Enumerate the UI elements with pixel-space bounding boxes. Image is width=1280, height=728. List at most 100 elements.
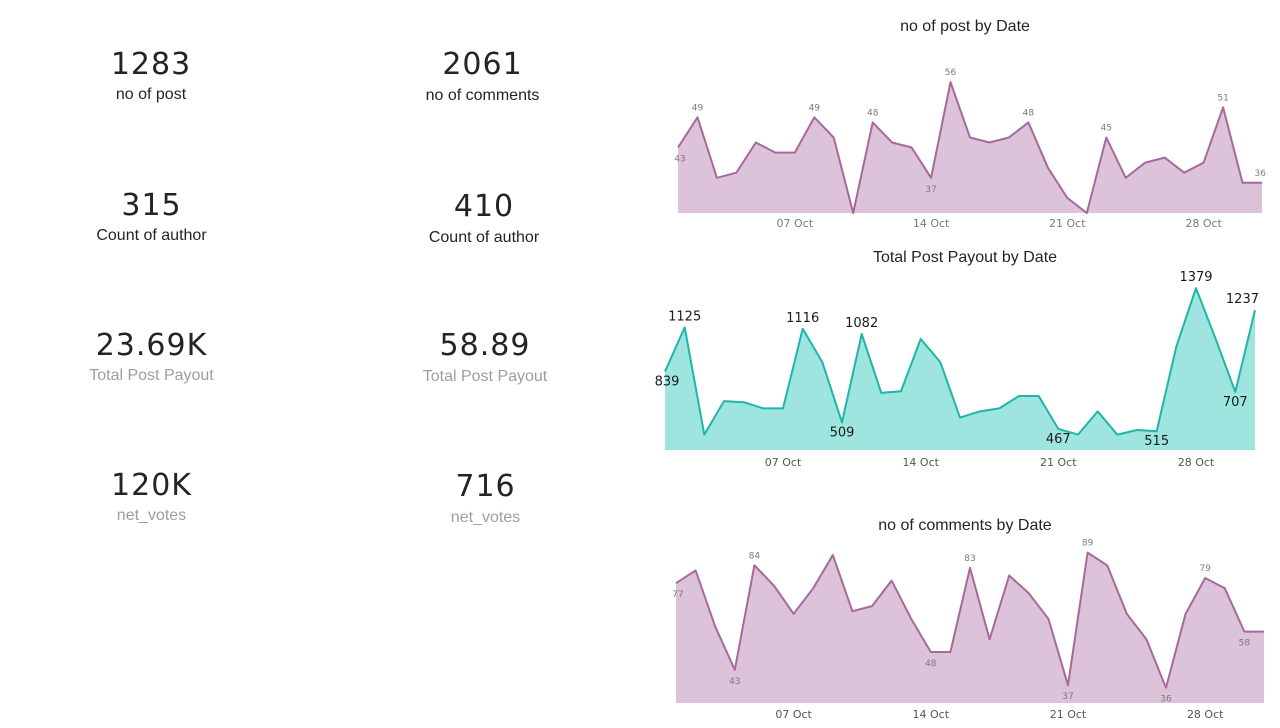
data-point[interactable] <box>1193 285 1199 291</box>
data-point[interactable] <box>1085 550 1091 556</box>
data-label: 1082 <box>845 316 878 331</box>
data-point[interactable] <box>1143 636 1149 642</box>
data-point[interactable] <box>753 140 759 146</box>
data-label: 58 <box>1239 639 1251 649</box>
data-point[interactable] <box>977 408 983 414</box>
data-point[interactable] <box>869 603 875 609</box>
data-point[interactable] <box>928 175 934 181</box>
data-point[interactable] <box>830 552 836 558</box>
data-point[interactable] <box>1183 611 1189 617</box>
data-point[interactable] <box>1104 562 1110 568</box>
data-point[interactable] <box>1240 180 1246 186</box>
data-point[interactable] <box>987 140 993 146</box>
data-point[interactable] <box>889 578 895 584</box>
data-point[interactable] <box>1045 616 1051 622</box>
data-point[interactable] <box>1261 629 1267 635</box>
data-point[interactable] <box>682 324 688 330</box>
data-point[interactable] <box>780 405 786 411</box>
data-point[interactable] <box>1036 393 1042 399</box>
data-point[interactable] <box>1222 585 1228 591</box>
data-point[interactable] <box>1123 175 1129 181</box>
data-point[interactable] <box>732 667 738 673</box>
data-point[interactable] <box>850 210 856 216</box>
data-point[interactable] <box>957 415 963 421</box>
area-fill <box>678 82 1262 213</box>
data-label: 89 <box>1082 539 1094 549</box>
data-point[interactable] <box>760 405 766 411</box>
data-point[interactable] <box>1016 393 1022 399</box>
chart-posts-by-date[interactable]: no of post by Date 43 49 49 48 37 56 48 45 51 36 0… <box>655 10 1275 235</box>
data-point[interactable] <box>1259 180 1265 186</box>
data-point[interactable] <box>898 388 904 394</box>
data-label: 48 <box>925 659 937 669</box>
data-point[interactable] <box>771 583 777 589</box>
data-point[interactable] <box>1114 432 1120 438</box>
data-point[interactable] <box>870 119 876 125</box>
data-point[interactable] <box>1006 573 1012 579</box>
data-point[interactable] <box>849 608 855 614</box>
data-point[interactable] <box>1084 210 1090 216</box>
data-point[interactable] <box>791 611 797 617</box>
data-point[interactable] <box>751 562 757 568</box>
card-value: 716 <box>455 469 516 505</box>
data-point[interactable] <box>1064 195 1070 201</box>
data-point[interactable] <box>1162 155 1168 161</box>
data-point[interactable] <box>819 359 825 365</box>
data-point[interactable] <box>878 390 884 396</box>
data-point[interactable] <box>673 580 679 586</box>
chart-payout-by-date[interactable]: Total Post Payout by Date 839 1125 1116 509… <box>655 240 1275 475</box>
data-point[interactable] <box>947 649 953 655</box>
data-point[interactable] <box>712 624 718 630</box>
data-point[interactable] <box>928 649 934 655</box>
data-point[interactable] <box>909 145 915 151</box>
series-line <box>677 81 1262 214</box>
data-point[interactable] <box>721 398 727 404</box>
data-point[interactable] <box>967 565 973 571</box>
data-point[interactable] <box>810 585 816 591</box>
data-point[interactable] <box>1181 170 1187 176</box>
data-point[interactable] <box>792 150 798 156</box>
data-point[interactable] <box>1134 427 1140 433</box>
data-point[interactable] <box>1095 408 1101 414</box>
data-point[interactable] <box>831 135 837 141</box>
data-point[interactable] <box>693 567 699 573</box>
data-point[interactable] <box>1025 119 1031 125</box>
data-point[interactable] <box>1142 160 1148 166</box>
data-point[interactable] <box>1103 135 1109 141</box>
data-point[interactable] <box>800 326 806 332</box>
data-point[interactable] <box>701 432 707 438</box>
chart-title: no of comments by Date <box>878 517 1052 534</box>
data-point[interactable] <box>1173 344 1179 350</box>
data-point[interactable] <box>1213 336 1219 342</box>
data-point[interactable] <box>1163 685 1169 691</box>
data-point[interactable] <box>733 170 739 176</box>
data-point[interactable] <box>996 405 1002 411</box>
data-point[interactable] <box>714 175 720 181</box>
data-point[interactable] <box>889 140 895 146</box>
data-point[interactable] <box>987 636 993 642</box>
data-point[interactable] <box>1026 590 1032 596</box>
data-point[interactable] <box>1202 575 1208 581</box>
data-point[interactable] <box>772 150 778 156</box>
data-point[interactable] <box>859 331 865 337</box>
data-point[interactable] <box>967 135 973 141</box>
data-point[interactable] <box>948 79 954 85</box>
data-point[interactable] <box>1241 629 1247 635</box>
data-point[interactable] <box>741 399 747 405</box>
data-point[interactable] <box>1252 307 1258 313</box>
data-point[interactable] <box>1045 165 1051 171</box>
data-point[interactable] <box>1201 160 1207 166</box>
data-point[interactable] <box>908 616 914 622</box>
data-point[interactable] <box>1065 682 1071 688</box>
data-point[interactable] <box>1006 135 1012 141</box>
data-point[interactable] <box>1124 611 1130 617</box>
chart-comments-by-date[interactable]: no of comments by Date 77 43 84 48 83 37 89 36 7… <box>655 505 1275 728</box>
data-point[interactable] <box>695 114 701 120</box>
data-point[interactable] <box>1075 432 1081 438</box>
area-chart-payout: 839 1125 1116 509 1082 467 515 1379 707 1237 07 Oc… <box>655 270 1259 469</box>
data-point[interactable] <box>811 114 817 120</box>
data-point[interactable] <box>675 145 681 151</box>
data-point[interactable] <box>918 336 924 342</box>
data-point[interactable] <box>937 359 943 365</box>
data-point[interactable] <box>1220 104 1226 110</box>
